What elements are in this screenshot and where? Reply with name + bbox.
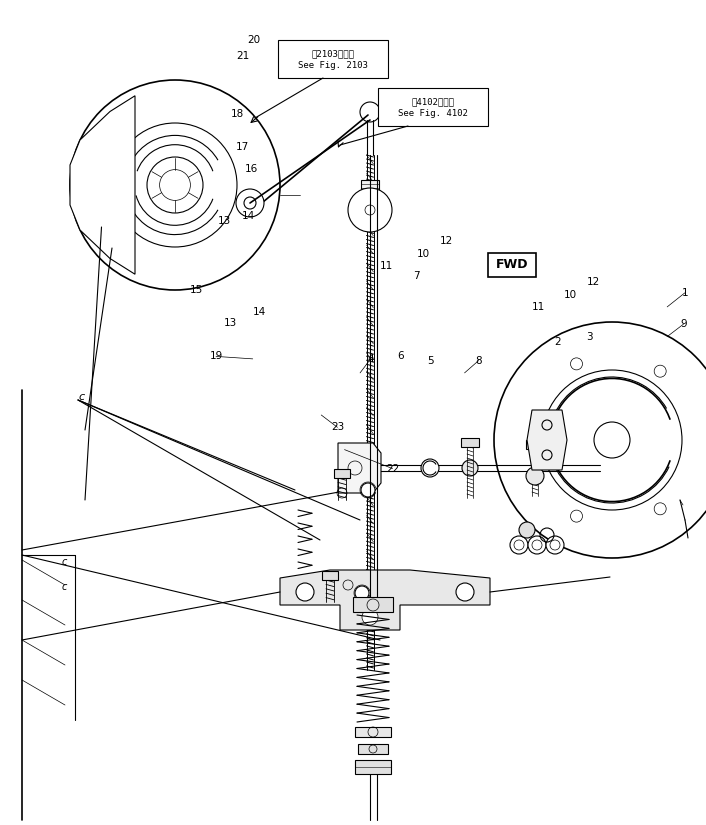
Text: 12: 12 xyxy=(440,236,453,246)
Text: 11: 11 xyxy=(532,302,544,312)
Text: 10: 10 xyxy=(564,290,577,300)
Text: c: c xyxy=(62,582,67,592)
Text: 8: 8 xyxy=(475,356,482,365)
Text: 19: 19 xyxy=(210,351,222,361)
Circle shape xyxy=(456,583,474,601)
Text: 21: 21 xyxy=(237,51,249,61)
Circle shape xyxy=(421,459,439,477)
Circle shape xyxy=(570,358,582,370)
Text: 3: 3 xyxy=(586,332,593,342)
Text: 18: 18 xyxy=(231,109,244,119)
Circle shape xyxy=(654,365,666,377)
Text: 第2103図参照
See Fig. 2103: 第2103図参照 See Fig. 2103 xyxy=(298,49,368,70)
Text: 13: 13 xyxy=(224,318,237,328)
Text: 22: 22 xyxy=(386,464,399,474)
Bar xyxy=(461,438,479,447)
Text: 16: 16 xyxy=(245,164,258,174)
Polygon shape xyxy=(338,443,381,493)
Text: 9: 9 xyxy=(680,319,687,329)
Circle shape xyxy=(510,536,528,554)
Text: 5: 5 xyxy=(427,356,434,365)
Bar xyxy=(358,744,388,754)
Polygon shape xyxy=(280,570,490,630)
Circle shape xyxy=(361,483,375,497)
Circle shape xyxy=(348,188,392,232)
Circle shape xyxy=(355,586,369,600)
Circle shape xyxy=(528,536,546,554)
Text: 17: 17 xyxy=(237,142,249,152)
Text: 第4102図参照
See Fig. 4102: 第4102図参照 See Fig. 4102 xyxy=(398,97,468,119)
Text: 10: 10 xyxy=(417,249,430,259)
Text: 23: 23 xyxy=(331,422,344,432)
Circle shape xyxy=(570,510,582,522)
Text: 13: 13 xyxy=(218,216,231,226)
Polygon shape xyxy=(527,410,567,470)
Text: FWD: FWD xyxy=(496,258,528,271)
Text: 14: 14 xyxy=(242,211,255,221)
Text: 7: 7 xyxy=(413,271,420,281)
Circle shape xyxy=(362,609,378,625)
Bar xyxy=(353,597,393,612)
Bar xyxy=(361,180,379,194)
Bar xyxy=(355,727,391,737)
Text: 14: 14 xyxy=(253,307,266,317)
Bar xyxy=(334,469,350,478)
Circle shape xyxy=(526,467,544,485)
Text: 20: 20 xyxy=(248,35,261,45)
Circle shape xyxy=(236,189,264,217)
Circle shape xyxy=(462,460,478,476)
Bar xyxy=(322,571,338,580)
Text: 2: 2 xyxy=(554,337,561,347)
Text: 4: 4 xyxy=(367,354,374,364)
Text: 15: 15 xyxy=(190,285,203,295)
Polygon shape xyxy=(70,96,135,274)
Bar xyxy=(378,88,488,126)
Text: c: c xyxy=(62,557,67,567)
Bar xyxy=(526,440,544,449)
Text: 12: 12 xyxy=(587,277,599,287)
Bar xyxy=(355,760,391,774)
Circle shape xyxy=(546,536,564,554)
Text: 1: 1 xyxy=(681,288,688,298)
Circle shape xyxy=(519,522,535,538)
Text: 6: 6 xyxy=(397,351,405,361)
Text: 11: 11 xyxy=(381,261,393,271)
Bar xyxy=(488,253,536,277)
Bar xyxy=(278,40,388,78)
Circle shape xyxy=(654,502,666,515)
Circle shape xyxy=(296,583,314,601)
Text: c: c xyxy=(78,392,84,402)
